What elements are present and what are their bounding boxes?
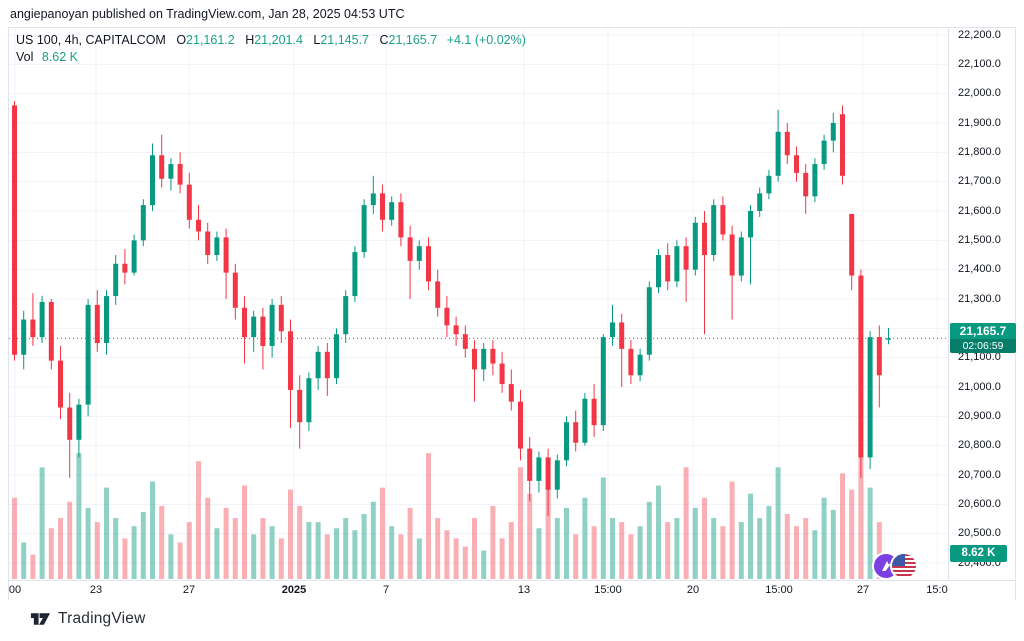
time-axis-label: 7 [382, 584, 390, 596]
time-axis-label: 13 [517, 584, 531, 596]
price-axis-label: 21,100.0 [958, 351, 1001, 364]
price-axis-label: 22,000.0 [958, 87, 1001, 100]
close-label: C [379, 33, 389, 47]
tradingview-logo-icon [30, 613, 51, 625]
time-axis-label: 15:00 [594, 584, 622, 596]
price-axis-label: 20,900.0 [958, 409, 1001, 422]
attribution-text: angiepanoyan published on TradingView.co… [10, 7, 405, 21]
time-axis-separator [9, 580, 1015, 581]
price-axis-label: 20,500.0 [958, 527, 1001, 540]
price-axis-label: 21,400.0 [958, 263, 1001, 276]
high-value: 21,201.4 [254, 33, 303, 47]
price-axis-label: 21,800.0 [958, 145, 1001, 158]
last-price-badge: 21,165.7 02:06:59 [950, 323, 1016, 354]
chart-legend: US 100, 4h, CAPITALCOM O21,161.2 H21,201… [16, 32, 526, 66]
volume-label: Vol [16, 50, 34, 64]
instrument-logos [872, 552, 932, 582]
high-label: H [245, 33, 255, 47]
us-flag-icon [890, 552, 918, 580]
chart-canvas[interactable] [9, 28, 1015, 580]
price-axis-label: 22,200.0 [958, 28, 1001, 41]
time-axis-label: 15:0 [926, 584, 948, 596]
change-value: +4.1 (+0.02%) [446, 33, 526, 47]
price-axis-label: 21,600.0 [958, 204, 1001, 217]
countdown-timer: 02:06:59 [950, 339, 1016, 354]
tradingview-logo-text: TradingView [58, 610, 146, 627]
price-axis[interactable]: 21,165.7 02:06:59 8.62 K 22,200.0 22,100.… [950, 28, 1016, 580]
price-axis-label: 20,600.0 [958, 497, 1001, 510]
symbol-title: US 100, 4h, CAPITALCOM [16, 33, 166, 47]
price-axis-label: 21,500.0 [958, 233, 1001, 246]
legend-ohlc-row: US 100, 4h, CAPITALCOM O21,161.2 H21,201… [16, 32, 526, 49]
close-value: 21,165.7 [388, 33, 438, 47]
time-axis-label: 23 [89, 584, 103, 596]
price-axis-label: 21,700.0 [958, 175, 1001, 188]
chart-frame: US 100, 4h, CAPITALCOM O21,161.2 H21,201… [8, 27, 1016, 600]
volume-badge: 8.62 K [950, 545, 1007, 563]
price-axis-label: 21,300.0 [958, 292, 1001, 305]
low-value: 21,145.7 [320, 33, 370, 47]
price-axis-label: 21,000.0 [958, 380, 1001, 393]
price-axis-label: 21,900.0 [958, 116, 1001, 129]
last-price-value: 21,165.7 [959, 324, 1007, 339]
legend-volume-row: Vol 8.62 K [16, 49, 526, 66]
time-axis-label: 27 [182, 584, 196, 596]
time-axis-label: 2025 [281, 584, 307, 596]
time-axis[interactable]: 00 23 27 2025 7 13 15:00 20 15:00 27 15:0 [9, 581, 1015, 600]
open-value: 21,161.2 [186, 33, 235, 47]
time-axis-label: 00 [8, 584, 22, 596]
price-axis-label: 20,800.0 [958, 439, 1001, 452]
time-axis-label: 27 [856, 584, 870, 596]
footer-branding[interactable]: TradingView [30, 610, 146, 628]
low-label: L [313, 33, 321, 47]
time-axis-label: 15:00 [765, 584, 793, 596]
price-axis-separator [948, 28, 949, 580]
open-label: O [176, 33, 187, 47]
volume-value: 8.62 K [41, 50, 79, 64]
price-axis-label: 20,700.0 [958, 468, 1001, 481]
time-axis-label: 20 [686, 584, 700, 596]
price-axis-label: 22,100.0 [958, 57, 1001, 70]
